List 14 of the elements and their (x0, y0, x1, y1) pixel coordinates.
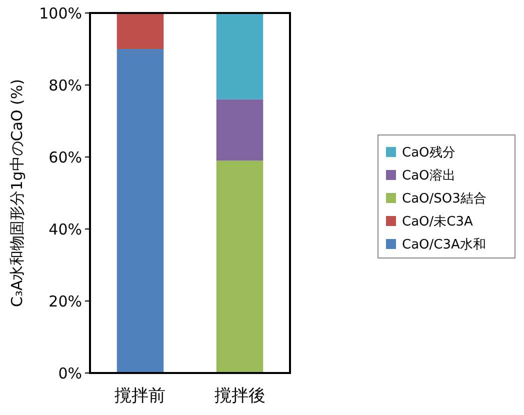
x-tick-label: 撹拌後 (214, 386, 266, 406)
y-tick-label: 80% (48, 76, 82, 94)
legend-label: CaO/未C3A (402, 214, 474, 230)
legend-label: CaO/SO3結合 (402, 192, 486, 207)
y-tick-label: 40% (48, 220, 82, 238)
y-tick-label: 100% (39, 4, 82, 22)
legend-label: CaO溶出 (402, 168, 456, 184)
legend-label: CaO/C3A水和 (402, 238, 486, 253)
y-tick-label: 20% (48, 292, 82, 310)
y-axis-title: C₃A水和物固形分1g中のCaO (%) (8, 78, 26, 308)
y-tick-label: 0% (58, 364, 82, 382)
legend-label: CaO残分 (402, 146, 456, 161)
x-tick-label: 撹拌前 (114, 386, 166, 406)
y-tick-label: 60% (48, 148, 82, 166)
